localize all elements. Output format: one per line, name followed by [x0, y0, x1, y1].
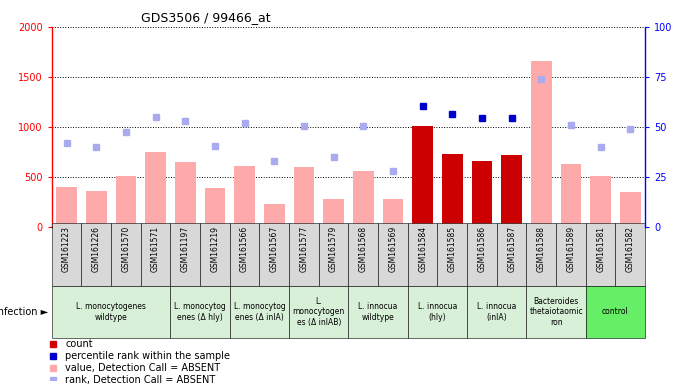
FancyBboxPatch shape [170, 286, 230, 338]
FancyBboxPatch shape [586, 286, 645, 338]
Text: GSM161226: GSM161226 [92, 226, 101, 272]
Text: GSM161588: GSM161588 [537, 226, 546, 272]
FancyBboxPatch shape [289, 223, 319, 286]
Text: L. monocytog
enes (Δ inlA): L. monocytog enes (Δ inlA) [234, 302, 286, 322]
Text: L.
monocytogen
es (Δ inlAB): L. monocytogen es (Δ inlAB) [293, 297, 345, 327]
Text: GSM161584: GSM161584 [418, 226, 427, 272]
Text: GSM161566: GSM161566 [240, 226, 249, 272]
Bar [204, 188, 226, 227]
Bar [264, 204, 285, 227]
FancyBboxPatch shape [467, 223, 497, 286]
Text: GSM161568: GSM161568 [359, 226, 368, 272]
Text: GSM161589: GSM161589 [566, 226, 575, 272]
Text: GSM161570: GSM161570 [121, 226, 130, 272]
Text: GSM161569: GSM161569 [388, 226, 397, 272]
FancyBboxPatch shape [289, 286, 348, 338]
Text: value, Detection Call = ABSENT: value, Detection Call = ABSENT [66, 363, 220, 373]
FancyBboxPatch shape [348, 223, 378, 286]
Bar [115, 175, 137, 227]
Text: GSM161585: GSM161585 [448, 226, 457, 272]
Text: Bacteroides
thetaiotaomic
ron: Bacteroides thetaiotaomic ron [529, 297, 583, 327]
Bar [442, 154, 463, 227]
Bar [56, 187, 77, 227]
Text: GSM161197: GSM161197 [181, 226, 190, 272]
FancyBboxPatch shape [230, 223, 259, 286]
Text: GSM161571: GSM161571 [151, 226, 160, 272]
Bar [531, 61, 552, 227]
Text: GDS3506 / 99466_at: GDS3506 / 99466_at [141, 11, 270, 24]
FancyBboxPatch shape [615, 223, 645, 286]
FancyBboxPatch shape [526, 286, 586, 338]
Text: GSM161577: GSM161577 [299, 226, 308, 272]
Bar [471, 161, 493, 227]
Bar [560, 164, 582, 227]
FancyBboxPatch shape [497, 223, 526, 286]
FancyBboxPatch shape [52, 223, 81, 286]
Text: GSM161587: GSM161587 [507, 226, 516, 272]
FancyBboxPatch shape [408, 286, 467, 338]
FancyBboxPatch shape [556, 223, 586, 286]
Bar [353, 170, 374, 227]
Bar [382, 199, 404, 227]
FancyBboxPatch shape [259, 223, 289, 286]
FancyBboxPatch shape [81, 223, 111, 286]
Text: control: control [602, 308, 629, 316]
Text: GSM161582: GSM161582 [626, 226, 635, 272]
FancyBboxPatch shape [200, 223, 230, 286]
FancyBboxPatch shape [437, 223, 467, 286]
Text: GSM161567: GSM161567 [270, 226, 279, 272]
FancyBboxPatch shape [111, 223, 141, 286]
FancyBboxPatch shape [319, 223, 348, 286]
FancyBboxPatch shape [378, 223, 408, 286]
Bar [412, 126, 433, 227]
FancyBboxPatch shape [52, 286, 170, 338]
Bar [175, 162, 196, 227]
Text: GSM161581: GSM161581 [596, 226, 605, 272]
Text: GSM161586: GSM161586 [477, 226, 486, 272]
Text: count: count [66, 339, 93, 349]
Bar [234, 166, 255, 227]
Bar [323, 199, 344, 227]
Text: rank, Detection Call = ABSENT: rank, Detection Call = ABSENT [66, 375, 215, 384]
FancyBboxPatch shape [141, 223, 170, 286]
Bar [501, 155, 522, 227]
FancyBboxPatch shape [526, 223, 556, 286]
Bar [590, 175, 611, 227]
Text: L. innocua
(inlA): L. innocua (inlA) [477, 302, 517, 322]
Text: infection ►: infection ► [0, 307, 48, 317]
Text: L. monocytog
enes (Δ hly): L. monocytog enes (Δ hly) [175, 302, 226, 322]
Text: L. innocua
(hly): L. innocua (hly) [417, 302, 457, 322]
Bar [86, 190, 107, 227]
Text: GSM161579: GSM161579 [329, 226, 338, 272]
Bar [145, 152, 166, 227]
Text: percentile rank within the sample: percentile rank within the sample [66, 351, 230, 361]
FancyBboxPatch shape [170, 223, 200, 286]
Text: GSM161223: GSM161223 [62, 226, 71, 272]
FancyBboxPatch shape [467, 286, 526, 338]
FancyBboxPatch shape [586, 223, 615, 286]
FancyBboxPatch shape [348, 286, 408, 338]
FancyBboxPatch shape [408, 223, 437, 286]
Text: L. monocytogenes
wildtype: L. monocytogenes wildtype [76, 302, 146, 322]
Text: L. innocua
wildtype: L. innocua wildtype [358, 302, 398, 322]
Bar [620, 192, 641, 227]
Text: GSM161219: GSM161219 [210, 226, 219, 272]
FancyBboxPatch shape [230, 286, 289, 338]
Bar [293, 167, 315, 227]
